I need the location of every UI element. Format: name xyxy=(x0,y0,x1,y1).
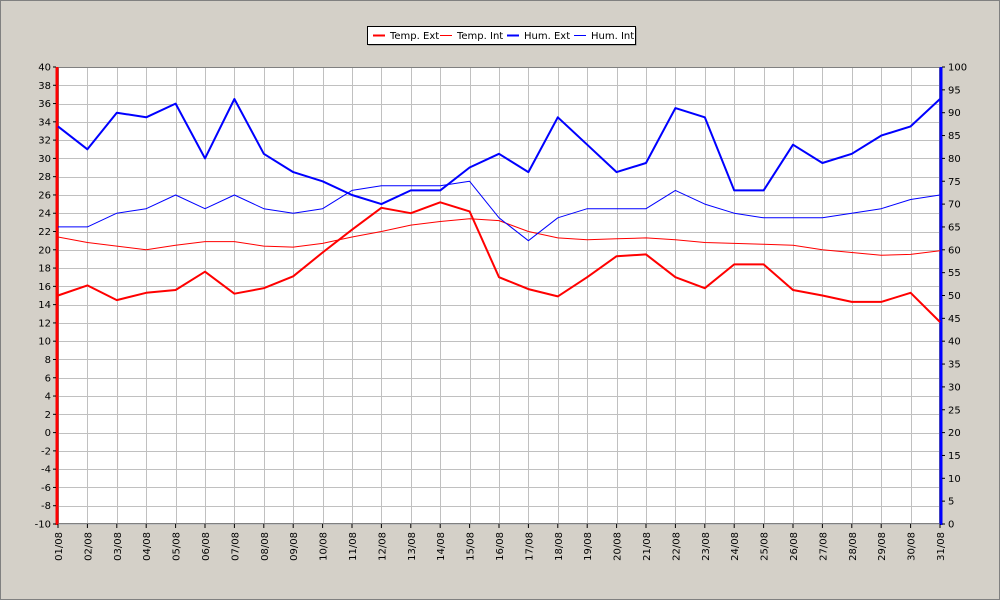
series-line-temp-int xyxy=(57,218,941,256)
x-axis-tick-label: 11/08 xyxy=(348,532,359,561)
right-axis-tick-label: 20 xyxy=(948,428,961,439)
right-axis-tick-label: 65 xyxy=(948,222,961,233)
legend: Temp. Ext Temp. Int Hum. Ext Hum. Int xyxy=(367,26,637,46)
x-axis-tick-label: 28/08 xyxy=(848,532,859,561)
right-axis-tick-label: 10 xyxy=(948,474,961,485)
x-axis-tick-label: 03/08 xyxy=(113,532,124,561)
right-axis-tick-label: 5 xyxy=(948,497,954,508)
x-axis-tick-label: 18/08 xyxy=(554,532,565,561)
left-axis-tick-label: 28 xyxy=(38,172,51,183)
right-axis-tick-label: 90 xyxy=(948,108,961,119)
x-axis-tick-label: 01/08 xyxy=(54,532,65,561)
right-axis-tick-label: 30 xyxy=(948,382,961,393)
x-axis-tick-label: 23/08 xyxy=(701,532,712,561)
x-axis-tick-label: 17/08 xyxy=(524,532,535,561)
series-line-hum-ext xyxy=(57,98,941,206)
left-axis-tick-label: -8 xyxy=(41,501,51,512)
right-axis-tick-label: 70 xyxy=(948,200,961,211)
x-axis-tick-label: 10/08 xyxy=(319,532,330,561)
x-axis-tick-label: 27/08 xyxy=(818,532,829,561)
x-axis-tick-label: 08/08 xyxy=(260,532,271,561)
left-axis-tick-label: 20 xyxy=(38,245,51,256)
right-axis-tick-label: 50 xyxy=(948,291,961,302)
left-axis-tick-label: 8 xyxy=(45,355,51,366)
x-axis-tick-label: 13/08 xyxy=(407,532,418,561)
left-axis-tick-label: 24 xyxy=(38,209,51,220)
legend-box xyxy=(367,26,636,45)
x-axis-tick-label: 06/08 xyxy=(201,532,212,561)
right-axis-tick-label: 0 xyxy=(948,520,954,531)
x-axis-tick-label: 25/08 xyxy=(760,532,771,561)
right-axis-tick-label: 40 xyxy=(948,337,961,348)
legend-label: Hum. Int xyxy=(591,31,634,42)
left-axis-tick-label: 2 xyxy=(45,410,51,421)
left-axis-tick-label: 32 xyxy=(38,136,51,147)
right-axis-tick-label: 100 xyxy=(948,63,967,74)
x-axis-tick-label: 22/08 xyxy=(671,532,682,561)
legend-label: Temp. Ext xyxy=(389,31,439,42)
left-axis-tick-label: 22 xyxy=(38,227,51,238)
left-axis-tick-label: 0 xyxy=(45,428,51,439)
left-axis-tick-label: -6 xyxy=(41,483,51,494)
left-axis-tick-label: 4 xyxy=(45,392,51,403)
legend-label: Temp. Int xyxy=(456,31,503,42)
x-axis-tick-label: 20/08 xyxy=(613,532,624,561)
left-axis-tick-label: -4 xyxy=(41,465,51,476)
right-axis-tick-label: 25 xyxy=(948,405,961,416)
left-axis-tick-label: 14 xyxy=(38,300,51,311)
left-axis-tick-label: 38 xyxy=(38,81,51,92)
right-axis-tick-label: 55 xyxy=(948,268,961,279)
x-axis-tick-label: 12/08 xyxy=(377,532,388,561)
left-axis-tick-label: 6 xyxy=(45,373,51,384)
left-axis-tick-label: 12 xyxy=(38,318,51,329)
x-axis-tick-label: 24/08 xyxy=(730,532,741,561)
x-axis-tick-label: 04/08 xyxy=(142,532,153,561)
x-axis-tick-label: 14/08 xyxy=(436,532,447,561)
left-axis-tick-label: 10 xyxy=(38,337,51,348)
x-axis-tick-label: 07/08 xyxy=(230,532,241,561)
left-axis-tick-label: -10 xyxy=(35,520,51,531)
x-axis-tick-label: 21/08 xyxy=(642,532,653,561)
x-axis-tick-label: 02/08 xyxy=(83,532,94,561)
x-axis-tick-label: 15/08 xyxy=(466,532,477,561)
right-axis-tick-label: 35 xyxy=(948,360,961,371)
x-axis-tick-label: 31/08 xyxy=(936,532,947,561)
right-axis-tick-label: 60 xyxy=(948,245,961,256)
right-axis-tick-label: 15 xyxy=(948,451,961,462)
right-axis-tick-label: 45 xyxy=(948,314,961,325)
left-axis-tick-label: -2 xyxy=(41,446,51,457)
series-line-hum-int xyxy=(58,180,941,242)
left-axis-tick-label: 18 xyxy=(38,264,51,275)
x-axis-tick-label: 30/08 xyxy=(907,532,918,561)
left-axis-tick-label: 40 xyxy=(38,63,51,74)
left-axis-tick-label: 30 xyxy=(38,154,51,165)
left-axis-tick-label: 34 xyxy=(38,117,51,128)
right-axis-tick-label: 85 xyxy=(948,131,961,142)
x-axis-tick-label: 26/08 xyxy=(789,532,800,561)
grid xyxy=(58,67,941,525)
right-axis-tick-label: 80 xyxy=(948,154,961,165)
left-axis-tick-label: 26 xyxy=(38,190,51,201)
series-line-temp-ext xyxy=(57,201,941,323)
right-axis-tick-label: 95 xyxy=(948,85,961,96)
x-axis-tick-label: 05/08 xyxy=(172,532,183,561)
left-axis-tick-label: 36 xyxy=(38,99,51,110)
legend-label: Hum. Ext xyxy=(524,31,570,42)
x-axis-tick-label: 16/08 xyxy=(495,532,506,561)
x-axis-tick-label: 29/08 xyxy=(877,532,888,561)
x-axis-tick-label: 19/08 xyxy=(583,532,594,561)
x-axis-tick-label: 09/08 xyxy=(289,532,300,561)
left-axis-tick-label: 16 xyxy=(38,282,51,293)
right-axis-tick-label: 75 xyxy=(948,177,961,188)
